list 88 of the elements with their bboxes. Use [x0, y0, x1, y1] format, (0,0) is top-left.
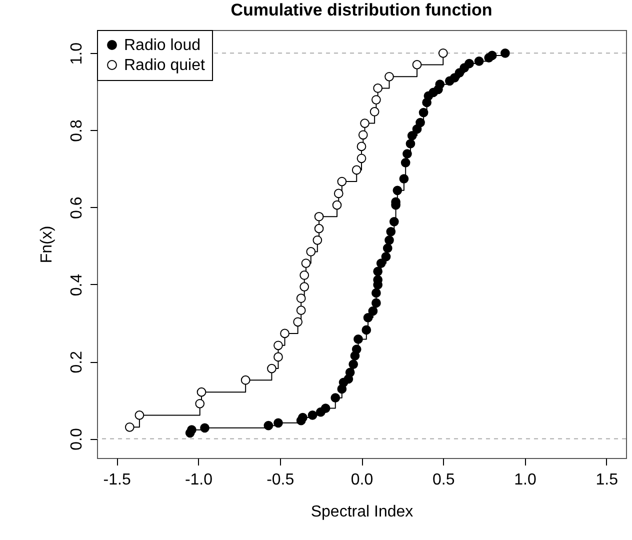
point [373, 266, 383, 276]
x-tick-label: -0.5 [266, 472, 294, 488]
point [354, 334, 363, 344]
y-tick-label: 0.0 [68, 428, 86, 450]
point [418, 108, 428, 118]
point [274, 352, 283, 362]
point [399, 174, 409, 184]
point [301, 258, 311, 268]
point [300, 282, 310, 292]
point [332, 200, 342, 210]
y-tick-label: 0.4 [68, 274, 86, 296]
legend-label: Radio quiet [124, 57, 206, 74]
y-tick-label: 1.0 [68, 42, 86, 65]
point [348, 360, 358, 369]
point [352, 344, 362, 354]
point [381, 252, 391, 262]
point [187, 425, 196, 435]
chart-title: Cumulative distribution function [230, 0, 492, 20]
point [400, 158, 410, 168]
point [300, 270, 310, 280]
point [384, 72, 394, 82]
point [362, 325, 372, 335]
point [330, 393, 340, 403]
point [382, 244, 392, 253]
point [308, 410, 318, 420]
y-axis-title: Fn(x) [38, 226, 56, 264]
point [240, 375, 250, 385]
point [407, 130, 417, 140]
point [264, 420, 274, 430]
point [368, 306, 378, 316]
point [435, 80, 445, 90]
point [195, 398, 205, 408]
point [345, 368, 355, 378]
point [356, 142, 366, 152]
point [363, 312, 373, 322]
point [358, 130, 368, 140]
point [267, 364, 276, 374]
point [474, 56, 484, 66]
point [134, 410, 144, 420]
point [296, 306, 306, 315]
point [306, 247, 316, 256]
point [352, 165, 362, 175]
point [124, 422, 134, 432]
point [314, 224, 324, 234]
point [274, 340, 283, 350]
point [293, 317, 303, 327]
point [196, 387, 206, 397]
point [373, 84, 383, 93]
point [402, 149, 412, 158]
point [337, 176, 347, 186]
point [314, 212, 324, 222]
x-tick-label: 0.0 [350, 472, 374, 488]
point [412, 60, 422, 70]
point [372, 298, 381, 308]
point [200, 423, 210, 433]
point [500, 48, 510, 58]
x-tick-label: 1.5 [596, 472, 618, 488]
point [312, 235, 322, 245]
x-axis-title: Spectral Index [310, 504, 414, 520]
x-tick-label: 1.0 [514, 472, 536, 488]
point [360, 118, 370, 128]
point [487, 50, 497, 60]
point [406, 139, 416, 148]
point [296, 294, 306, 304]
point [370, 107, 380, 116]
y-tick-label: 0.2 [68, 350, 86, 374]
point [356, 154, 366, 164]
point [274, 418, 283, 428]
x-tick-label: 0.5 [432, 472, 455, 488]
point [416, 118, 425, 128]
y-tick-label: 0.6 [68, 196, 86, 219]
point [464, 58, 474, 68]
x-tick-label: -1.0 [184, 472, 213, 488]
point [386, 226, 396, 236]
point [438, 48, 448, 58]
point [280, 328, 290, 338]
point [320, 404, 330, 413]
point [384, 235, 394, 245]
point [392, 186, 402, 196]
point [376, 258, 386, 268]
point [298, 412, 308, 422]
point [372, 288, 381, 298]
point [372, 95, 381, 104]
x-tick-label: -1.5 [103, 472, 131, 488]
point [389, 216, 399, 226]
point [334, 188, 344, 198]
legend-label: Radio loud [124, 37, 200, 54]
y-tick-label: 0.8 [68, 120, 86, 142]
